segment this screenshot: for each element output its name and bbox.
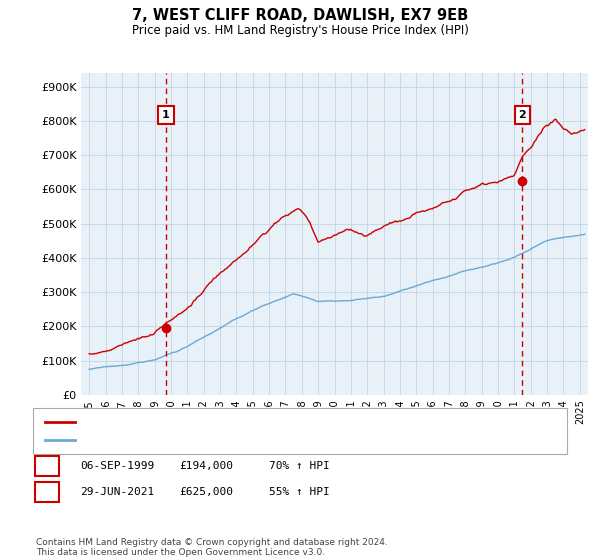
Text: 1: 1 <box>162 110 170 120</box>
Text: HPI: Average price, detached house, Teignbridge: HPI: Average price, detached house, Teig… <box>81 435 335 445</box>
Text: 29-JUN-2021: 29-JUN-2021 <box>80 487 154 497</box>
Text: £194,000: £194,000 <box>179 461 233 471</box>
Text: Price paid vs. HM Land Registry's House Price Index (HPI): Price paid vs. HM Land Registry's House … <box>131 24 469 37</box>
Text: 06-SEP-1999: 06-SEP-1999 <box>80 461 154 471</box>
Text: 2: 2 <box>518 110 526 120</box>
Text: 2: 2 <box>43 487 50 497</box>
Text: 55% ↑ HPI: 55% ↑ HPI <box>269 487 329 497</box>
Text: 7, WEST CLIFF ROAD, DAWLISH, EX7 9EB: 7, WEST CLIFF ROAD, DAWLISH, EX7 9EB <box>132 8 468 24</box>
Text: 70% ↑ HPI: 70% ↑ HPI <box>269 461 329 471</box>
Text: 7, WEST CLIFF ROAD, DAWLISH, EX7 9EB (detached house): 7, WEST CLIFF ROAD, DAWLISH, EX7 9EB (de… <box>81 417 388 427</box>
Text: Contains HM Land Registry data © Crown copyright and database right 2024.
This d: Contains HM Land Registry data © Crown c… <box>36 538 388 557</box>
Text: £625,000: £625,000 <box>179 487 233 497</box>
Text: 1: 1 <box>43 461 50 471</box>
